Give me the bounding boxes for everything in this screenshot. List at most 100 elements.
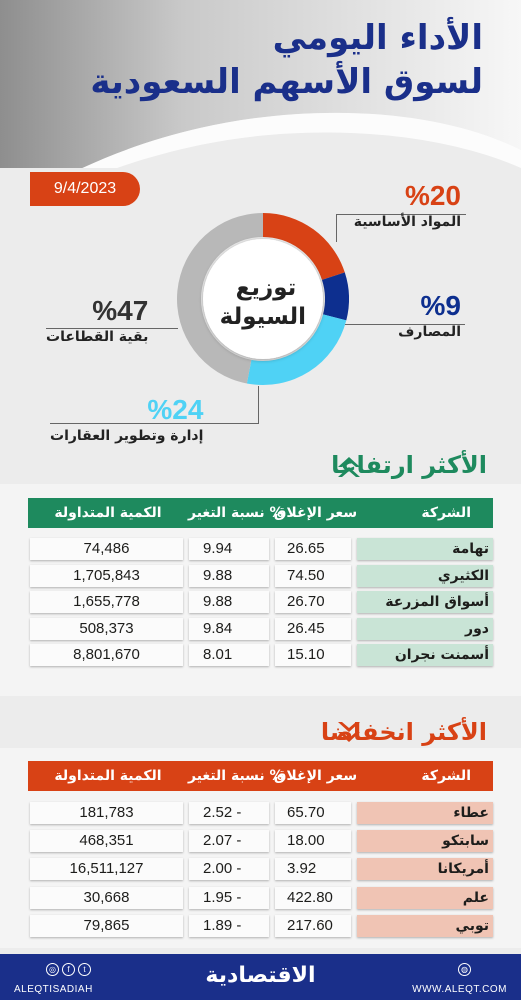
table-row: عطاء 65.70 2.52 - 181,783 bbox=[30, 802, 493, 824]
brand-logo: الاقتصادية bbox=[205, 963, 316, 988]
change-percent-cell: 9.94 bbox=[189, 538, 269, 560]
close-price-cell: 15.10 bbox=[275, 644, 351, 666]
traded-quantity-cell: 30,668 bbox=[30, 886, 183, 909]
traded-quantity-cell: 1,655,778 bbox=[30, 591, 183, 613]
gainers-header-change: نسبة التغير % bbox=[188, 505, 284, 521]
donut-slice-rest bbox=[177, 213, 263, 384]
close-price-cell: 26.45 bbox=[275, 617, 351, 640]
change-percent-cell: 9.88 bbox=[189, 591, 269, 613]
table-row: توبي 217.60 1.89 - 79,865 bbox=[30, 914, 493, 937]
website-link[interactable]: WWW.ALEQT.COM bbox=[412, 984, 507, 995]
close-price-cell: 74.50 bbox=[275, 564, 351, 587]
company-cell: تهامة bbox=[357, 538, 493, 560]
slice-value-banks: %9 bbox=[420, 290, 461, 321]
slice-value-rest: %47 bbox=[92, 295, 149, 326]
table-row: سابتكو 18.00 2.07 - 468,351 bbox=[30, 830, 493, 853]
slice-label-real-estate: إدارة وتطوير العقارات bbox=[50, 428, 204, 444]
table-row: أسمنت نجران 15.10 8.01 8,801,670 bbox=[30, 644, 493, 666]
table-row: أسواق المزرعة 26.70 9.88 1,655,778 bbox=[30, 591, 493, 613]
close-price-cell: 3.92 bbox=[275, 858, 351, 881]
change-percent-cell: 9.88 bbox=[189, 564, 269, 587]
slice-value-real-estate: %24 bbox=[147, 394, 204, 425]
slice-value-basic-materials: %20 bbox=[404, 180, 461, 211]
slice-label-banks: المصارف bbox=[398, 324, 461, 340]
slice-label-rest: بقية القطاعات bbox=[46, 329, 149, 345]
gainers-table-header: الشركة سعر الإغلاق نسبة التغير % الكمية … bbox=[28, 498, 493, 528]
donut-chart bbox=[177, 213, 349, 385]
donut-slice-real-estate bbox=[246, 314, 347, 385]
traded-quantity-cell: 181,783 bbox=[30, 802, 183, 824]
callout-real-estate: %24 إدارة وتطوير العقارات bbox=[50, 394, 203, 446]
traded-quantity-cell: 8,801,670 bbox=[30, 644, 183, 666]
change-percent-cell: 2.07 - bbox=[189, 830, 269, 853]
change-percent-cell: 9.84 bbox=[189, 617, 269, 640]
company-cell: دور bbox=[357, 617, 493, 640]
table-row: علم 422.80 1.95 - 30,668 bbox=[30, 886, 493, 909]
callout-rest: %47 بقية القطاعات bbox=[46, 295, 148, 347]
callout-banks: %9 المصارف bbox=[398, 290, 461, 342]
company-cell: سابتكو bbox=[357, 830, 493, 853]
company-cell: توبي bbox=[357, 914, 493, 937]
gainers-header-company: الشركة bbox=[421, 505, 471, 521]
twitter-icon[interactable]: t bbox=[78, 963, 91, 976]
change-percent-cell: 1.95 - bbox=[189, 886, 269, 909]
globe-icon[interactable]: ◍ bbox=[458, 963, 471, 976]
close-price-cell: 65.70 bbox=[275, 802, 351, 824]
change-percent-cell: 1.89 - bbox=[189, 914, 269, 937]
losers-header-company: الشركة bbox=[421, 768, 471, 784]
slice-label-basic-materials: المواد الأساسية bbox=[353, 214, 461, 230]
gainers-header-qty: الكمية المتداولة bbox=[54, 505, 162, 521]
close-price-cell: 422.80 bbox=[275, 886, 351, 909]
company-cell: عطاء bbox=[357, 802, 493, 824]
close-price-cell: 18.00 bbox=[275, 830, 351, 853]
losers-header-change: نسبة التغير % bbox=[188, 768, 284, 784]
leader-basic-materials bbox=[336, 214, 466, 215]
change-percent-cell: 2.52 - bbox=[189, 802, 269, 824]
date-badge: 9/4/2023 bbox=[30, 172, 140, 206]
close-price-cell: 26.70 bbox=[275, 591, 351, 613]
change-percent-cell: 2.00 - bbox=[189, 858, 269, 881]
donut-center-label: توزيع السيولة bbox=[219, 274, 306, 332]
social-handle[interactable]: ALEQTISADIAH bbox=[14, 984, 93, 995]
company-cell: أمريكانا bbox=[357, 858, 493, 881]
callout-basic-materials: %20 المواد الأساسية bbox=[354, 180, 461, 232]
double-chevron-down-icon bbox=[338, 722, 360, 742]
table-row: تهامة 26.65 9.94 74,486 bbox=[30, 538, 493, 560]
traded-quantity-cell: 1,705,843 bbox=[30, 564, 183, 587]
company-cell: الكثيري bbox=[357, 564, 493, 587]
traded-quantity-cell: 16,511,127 bbox=[30, 858, 183, 881]
table-row: أمريكانا 3.92 2.00 - 16,511,127 bbox=[30, 858, 493, 881]
leader-banks bbox=[345, 324, 465, 325]
close-price-cell: 217.60 bbox=[275, 914, 351, 937]
donut-center-line1: توزيع bbox=[235, 275, 297, 301]
donut-hole bbox=[203, 239, 323, 359]
table-row: دور 26.45 9.84 508,373 bbox=[30, 617, 493, 640]
header-background bbox=[0, 0, 521, 168]
table-row: الكثيري 74.50 9.88 1,705,843 bbox=[30, 564, 493, 587]
donut-slice-banks bbox=[321, 272, 349, 321]
gainers-header-close: سعر الإغلاق bbox=[273, 505, 358, 521]
double-chevron-up-icon bbox=[338, 457, 360, 477]
company-cell: أسمنت نجران bbox=[357, 644, 493, 666]
leader-basic-materials-v bbox=[336, 214, 337, 242]
facebook-icon[interactable]: f bbox=[62, 963, 75, 976]
liquidity-distribution: توزيع السيولة %20 المواد الأساسية %9 الم… bbox=[0, 180, 521, 455]
page-title: الأداء اليومي لسوق الأسهم السعودية bbox=[53, 16, 483, 104]
title-line-2: لسوق الأسهم السعودية bbox=[90, 62, 483, 102]
company-cell: أسواق المزرعة bbox=[357, 591, 493, 613]
company-cell: علم bbox=[357, 886, 493, 909]
traded-quantity-cell: 79,865 bbox=[30, 914, 183, 937]
donut-slice-basic-materials bbox=[263, 213, 345, 280]
donut-center-line2: السيولة bbox=[219, 304, 306, 330]
title-line-1: الأداء اليومي bbox=[272, 18, 483, 58]
change-percent-cell: 8.01 bbox=[189, 644, 269, 666]
traded-quantity-cell: 74,486 bbox=[30, 538, 183, 560]
losers-header-qty: الكمية المتداولة bbox=[54, 768, 162, 784]
traded-quantity-cell: 468,351 bbox=[30, 830, 183, 853]
leader-real-estate bbox=[50, 423, 259, 424]
instagram-icon[interactable]: ◎ bbox=[46, 963, 59, 976]
leader-rest bbox=[46, 328, 178, 329]
traded-quantity-cell: 508,373 bbox=[30, 617, 183, 640]
losers-table-header: الشركة سعر الإغلاق نسبة التغير % الكمية … bbox=[28, 761, 493, 791]
footer: ◎ f t ALEQTISADIAH الاقتصادية ◍ WWW.ALEQ… bbox=[0, 954, 521, 1000]
